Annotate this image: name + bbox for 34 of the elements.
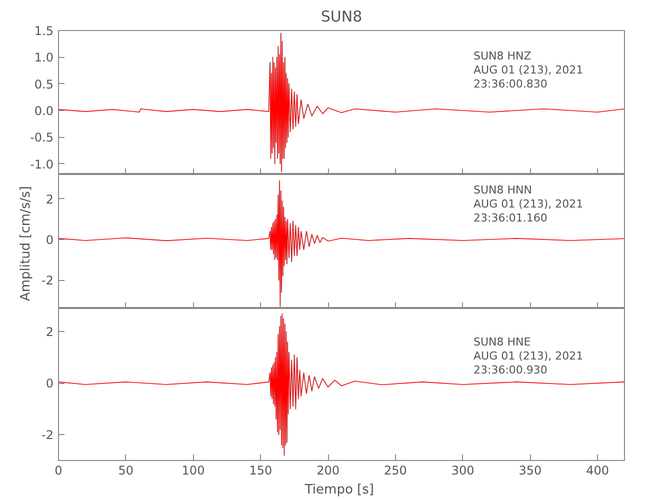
annotation: SUN8 HNN bbox=[474, 184, 532, 196]
y-tick-label: 1.0 bbox=[34, 50, 54, 65]
chart-title: SUN8 bbox=[320, 8, 362, 26]
annotation: 23:36:00.830 bbox=[474, 78, 548, 90]
y-tick-label: 0 bbox=[46, 376, 54, 391]
y-tick-label: 2 bbox=[46, 325, 54, 340]
x-tick-label: 400 bbox=[586, 464, 609, 478]
y-tick-label: -1.0 bbox=[30, 157, 54, 172]
annotation: 23:36:01.160 bbox=[474, 212, 548, 224]
y-tick-label: 0 bbox=[46, 232, 54, 247]
y-tick-label: -2 bbox=[42, 428, 54, 442]
x-tick-label: 0 bbox=[54, 464, 62, 478]
annotation: 23:36:00.930 bbox=[474, 364, 548, 376]
y-axis-title: Amplitud [cm/s/s] bbox=[18, 186, 34, 302]
x-tick-label: 350 bbox=[518, 464, 542, 478]
y-tick-label: 2 bbox=[46, 192, 54, 206]
y-tick-label: 0.0 bbox=[34, 104, 54, 118]
y-tick-label: -0.5 bbox=[30, 130, 54, 145]
y-tick-label: 1.5 bbox=[34, 24, 54, 38]
x-tick-label: 50 bbox=[118, 464, 134, 478]
y-tick-label: -2 bbox=[42, 274, 54, 288]
x-tick-label: 150 bbox=[249, 464, 272, 478]
x-tick-label: 300 bbox=[451, 464, 474, 478]
x-tick-label: 200 bbox=[316, 464, 340, 478]
annotation: SUN8 HNZ bbox=[474, 50, 532, 62]
annotation: AUG 01 (213), 2021 bbox=[474, 64, 584, 76]
x-tick-label: 250 bbox=[384, 464, 407, 478]
x-tick-label: 100 bbox=[182, 464, 205, 478]
y-tick-label: 0.5 bbox=[34, 77, 54, 92]
annotation: SUN8 HNE bbox=[474, 336, 531, 348]
x-axis-title: Tiempo [s] bbox=[304, 482, 374, 498]
line-series bbox=[58, 313, 624, 456]
annotation: AUG 01 (213), 2021 bbox=[474, 350, 584, 362]
annotation: AUG 01 (213), 2021 bbox=[474, 198, 584, 210]
